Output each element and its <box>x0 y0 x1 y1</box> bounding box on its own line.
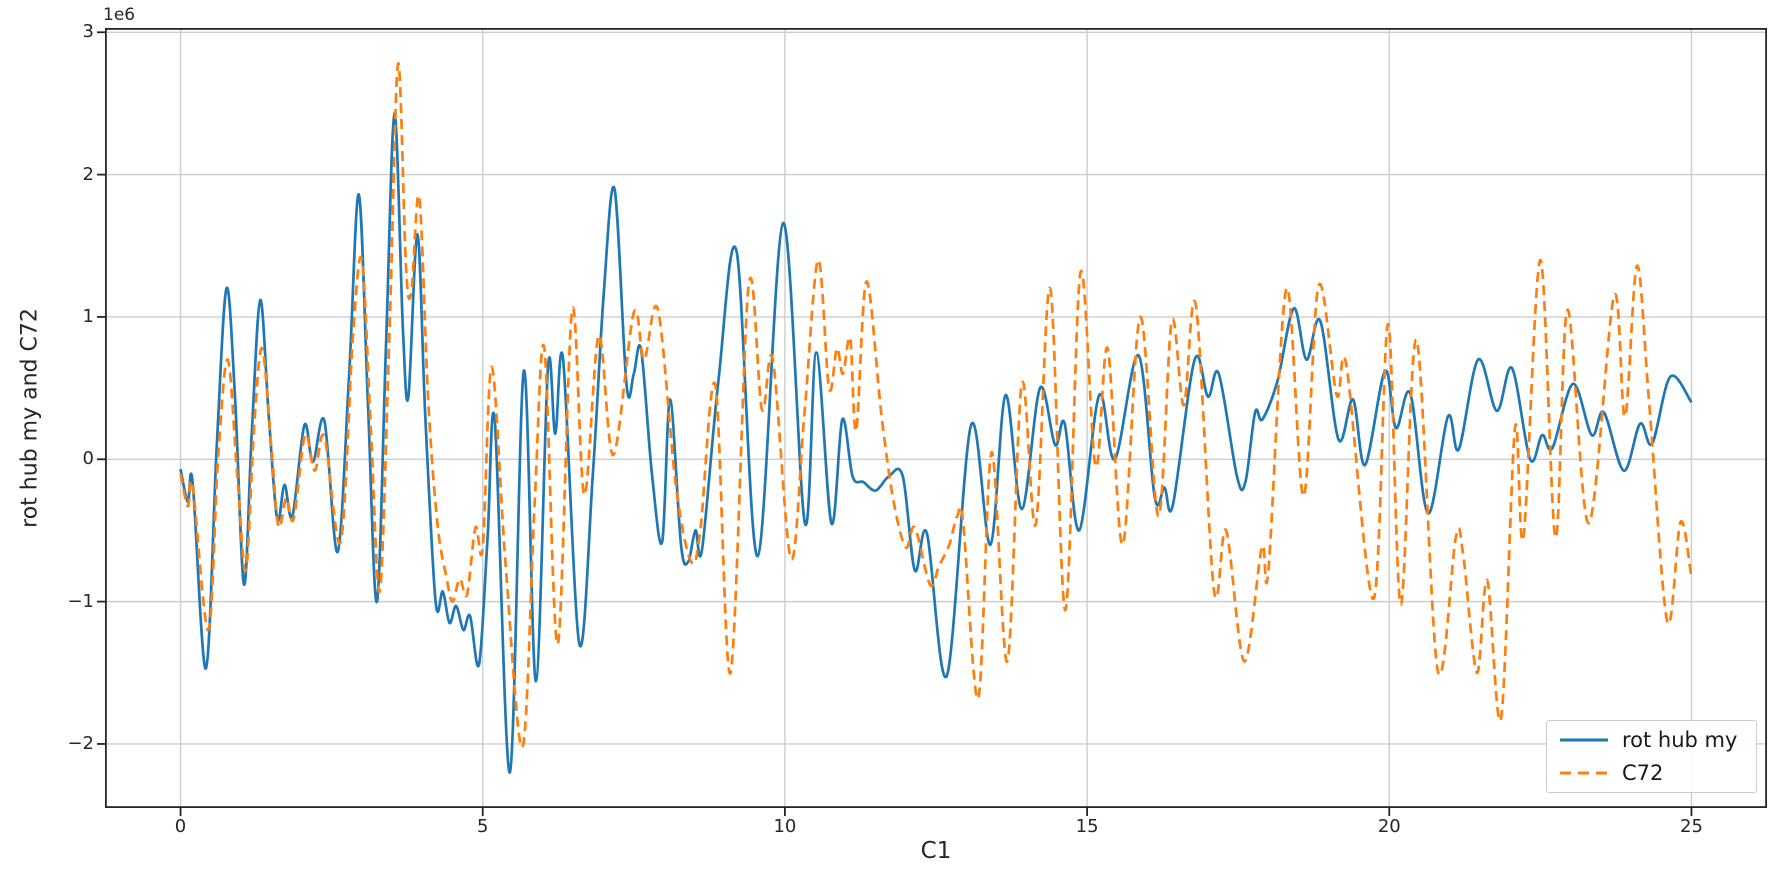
y-axis-label: rot hub my and C72 <box>17 308 43 528</box>
legend: rot hub my C72 <box>1546 720 1757 793</box>
axes-spines <box>104 27 1767 809</box>
x-tick-label: 20 <box>1377 816 1401 837</box>
legend-label: rot hub my <box>1622 727 1738 752</box>
x-tick-label: 25 <box>1680 816 1703 837</box>
x-tick-label: 10 <box>773 816 797 837</box>
x-tick-label: 0 <box>174 816 187 837</box>
x-tick-label: 15 <box>1075 816 1099 837</box>
legend-entry-rot-hub-my: rot hub my <box>1547 723 1756 757</box>
x-axis-label: C1 <box>920 838 952 864</box>
y-tick-label: 2 <box>82 163 94 185</box>
x-tick-label: 5 <box>476 816 489 837</box>
legend-entry-c72: C72 <box>1547 757 1756 791</box>
plot-area <box>97 27 1767 816</box>
series-line-c72 <box>179 62 1693 749</box>
y-tick-label: 3 <box>82 21 94 43</box>
y-tick-label: −2 <box>67 732 94 754</box>
axis-offset-text: 1e6 <box>103 5 136 25</box>
y-tick-label: −1 <box>67 590 94 612</box>
legend-line-dashed-icon <box>1560 771 1608 775</box>
legend-line-solid-icon <box>1560 738 1608 742</box>
series-line-rot-hub-my <box>179 112 1693 774</box>
y-tick-label: 0 <box>82 448 94 470</box>
legend-label: C72 <box>1622 761 1664 786</box>
y-tick-label: 1 <box>82 305 94 327</box>
